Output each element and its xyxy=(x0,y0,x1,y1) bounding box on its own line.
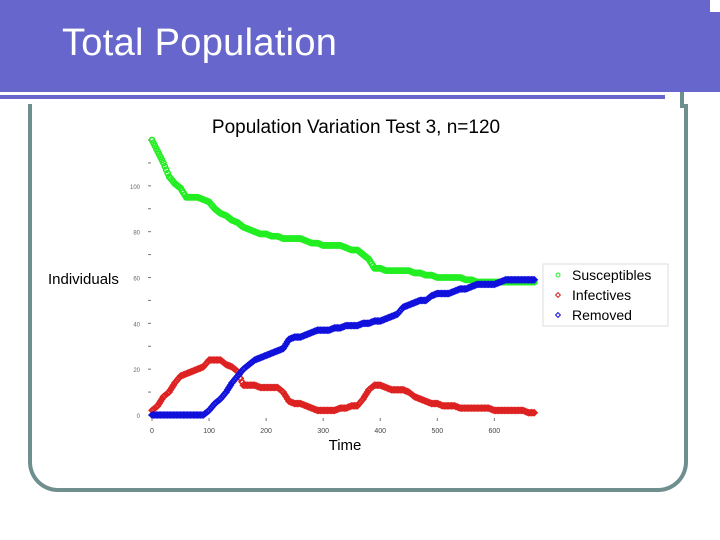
y-tick-label: 80 xyxy=(133,231,140,237)
axes: 0 20 40 60 80 100 0 100 200 300 400 500 600 xyxy=(130,139,501,435)
data-point xyxy=(220,389,229,398)
legend-label: Susceptibles xyxy=(572,267,651,283)
header-band xyxy=(0,0,710,92)
x-tick-label: 600 xyxy=(489,428,501,435)
legend-marker xyxy=(555,272,561,278)
data-point xyxy=(161,162,169,170)
data-point xyxy=(528,408,537,417)
legend: Susceptibles Infectives Removed xyxy=(542,263,669,327)
data-point xyxy=(160,159,167,167)
x-tick-label: 500 xyxy=(431,428,443,435)
series-susceptibles xyxy=(148,136,538,286)
data-point xyxy=(530,408,539,417)
series-infectives xyxy=(148,356,539,417)
y-tick-label: 0 xyxy=(137,414,141,420)
chart-title: Population Variation Test 3, n=120 xyxy=(212,117,500,138)
frame-edge xyxy=(680,92,684,108)
data-point xyxy=(164,169,172,177)
header-tab xyxy=(685,12,720,92)
x-tick-label: 200 xyxy=(260,428,272,435)
legend-box xyxy=(542,263,669,327)
data-point xyxy=(528,275,537,284)
x-axis-label: Time xyxy=(329,437,362,454)
legend-marker xyxy=(554,311,562,319)
header-rule xyxy=(0,95,665,99)
x-tick-label: 400 xyxy=(374,428,386,435)
y-tick-label: 60 xyxy=(133,277,140,283)
plot-area xyxy=(148,136,539,419)
data-point xyxy=(530,275,539,284)
slide-title: Total Population xyxy=(62,22,338,64)
y-tick-label: 20 xyxy=(133,368,140,374)
x-tick-label: 300 xyxy=(317,428,329,435)
legend-marker xyxy=(554,291,562,299)
data-point xyxy=(357,396,366,405)
data-point xyxy=(162,166,170,174)
x-tick-label: 100 xyxy=(203,428,215,435)
y-tick-label: 40 xyxy=(133,322,140,328)
legend-label: Removed xyxy=(572,307,632,323)
y-tick-label: 100 xyxy=(130,185,141,191)
x-tick-label: 0 xyxy=(150,428,154,435)
series-removed xyxy=(148,275,539,419)
legend-label: Infectives xyxy=(572,287,631,303)
content-frame xyxy=(28,104,688,492)
y-axis-label: Individuals xyxy=(48,271,119,288)
